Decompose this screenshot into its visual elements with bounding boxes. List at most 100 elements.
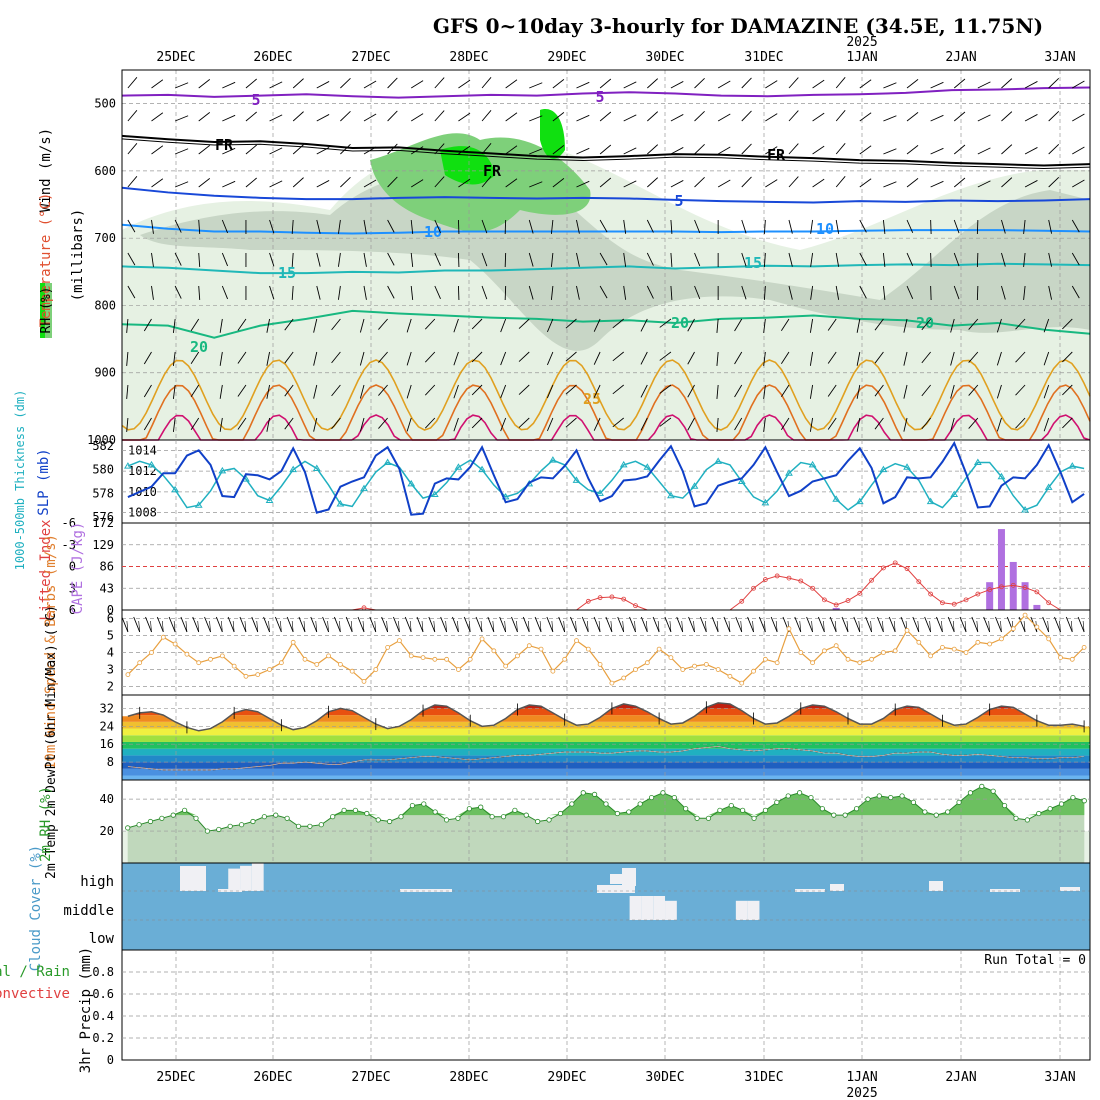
- wind10m-barb: [333, 616, 341, 633]
- wind-barb: [221, 252, 229, 267]
- wind-barb: [883, 148, 897, 155]
- wind-barb: [921, 351, 931, 364]
- bottom-date-label: 2JAN: [945, 1070, 976, 1085]
- wind-barb: [906, 219, 914, 233]
- wind-barb: [143, 417, 152, 431]
- rh2m-marker: [683, 806, 689, 812]
- thickness-marker: [761, 498, 770, 506]
- wind10m-barb: [829, 616, 837, 633]
- wind-barb: [765, 80, 778, 89]
- wind-barb: [363, 285, 367, 300]
- wind-barb: [930, 81, 944, 89]
- wind-barb: [378, 417, 388, 429]
- wind10m-barb: [428, 616, 436, 633]
- wind-barb: [340, 110, 351, 122]
- wind-barb: [174, 181, 189, 188]
- contour-label: 20: [190, 338, 208, 356]
- wind10m-speed-marker: [916, 639, 922, 645]
- wind-barb: [387, 285, 395, 299]
- wind-barb: [810, 219, 814, 234]
- wind10m-barb: [664, 616, 672, 633]
- wind10m-barb-flag: [150, 620, 152, 633]
- wind-barb: [127, 109, 138, 122]
- wind-barb: [245, 144, 257, 155]
- wind-barb: [874, 318, 884, 331]
- wind-barb: [269, 219, 275, 234]
- wind-barb: [143, 351, 152, 365]
- wind-barb: [266, 417, 271, 432]
- contour-label: 15: [744, 254, 762, 272]
- wind-barb: [546, 318, 554, 333]
- wind-barb: [269, 81, 283, 89]
- wind10m-barb: [558, 616, 566, 633]
- wind-barb: [269, 180, 283, 188]
- wind-barb: [835, 252, 840, 267]
- wind-barb: [359, 384, 365, 399]
- isotherm-FR: [121, 134, 1091, 167]
- wind-barb: [198, 219, 201, 234]
- thickness-marker: [667, 491, 675, 499]
- wind-barb: [552, 79, 565, 89]
- wind-barb: [859, 219, 867, 233]
- wind-barb: [1001, 252, 1006, 267]
- rh2m-marker: [1081, 798, 1087, 804]
- wind10m-barb: [995, 616, 1002, 633]
- precip-tick: 0.2: [92, 1031, 114, 1045]
- wind-barb: [359, 351, 365, 366]
- wind10m-speed-marker: [810, 660, 815, 666]
- rh2m-marker: [945, 809, 951, 815]
- wind10m-barb-flag: [327, 620, 329, 633]
- wind-barb: [717, 113, 731, 122]
- wind-barb: [505, 178, 518, 188]
- thickness-marker: [785, 469, 793, 476]
- wind-barb: [222, 114, 236, 122]
- wind-barb: [528, 285, 534, 300]
- wind10m-barb: [652, 616, 660, 633]
- lifted-index-marker: [774, 573, 780, 579]
- ylabel-millibars: (millibars): [70, 209, 86, 302]
- temp-tick: 24: [100, 719, 114, 733]
- wind-barb: [340, 176, 351, 188]
- cape-tick: 172: [92, 516, 114, 530]
- rh2m-marker: [626, 809, 632, 815]
- wind-barb: [734, 351, 743, 365]
- wind-barb: [882, 285, 886, 300]
- thickness-marker: [312, 464, 321, 471]
- lifted-index-marker: [928, 591, 934, 597]
- upper-y-tick: 900: [94, 366, 116, 380]
- ylabel-slp: SLP (mb): [36, 448, 52, 515]
- wind-barb: [1072, 146, 1085, 155]
- wind-barb: [1072, 113, 1085, 122]
- rh2m-marker: [307, 823, 313, 829]
- wind-barb: [546, 351, 554, 366]
- rh2m-marker: [535, 818, 541, 825]
- lifted-index-marker: [786, 575, 792, 581]
- rh2m-marker: [751, 815, 757, 821]
- wind10m-speed-marker: [408, 653, 414, 659]
- wind-barb: [968, 417, 979, 429]
- temp-band: [122, 755, 1090, 763]
- wind10m-speed-marker: [786, 626, 792, 632]
- wind-barb: [809, 384, 814, 399]
- dewpoint-highlight: [127, 746, 1085, 771]
- wind-barb: [859, 285, 867, 299]
- wind10m-speed-marker: [208, 656, 213, 662]
- wind10m-barb: [688, 616, 695, 633]
- wind-barb: [827, 417, 837, 430]
- wind-barb: [1048, 77, 1060, 89]
- wind-barb: [172, 417, 176, 432]
- wind-barb: [1072, 179, 1085, 188]
- wind10m-speed-marker: [680, 667, 686, 672]
- wind-barb: [337, 285, 341, 300]
- wind-barb: [500, 351, 507, 366]
- wind-barb: [763, 351, 766, 366]
- wind10m-speed-marker: [137, 660, 143, 666]
- wind10m-barb-flag: [433, 620, 436, 633]
- lifted-index-marker: [999, 584, 1004, 590]
- temp-band: [122, 715, 1090, 722]
- wind10m-barb-flag: [988, 620, 990, 633]
- wind10m-speed-marker: [715, 667, 721, 672]
- wind10m-speed-marker: [821, 648, 827, 654]
- top-date-label: 31DEC: [744, 50, 783, 65]
